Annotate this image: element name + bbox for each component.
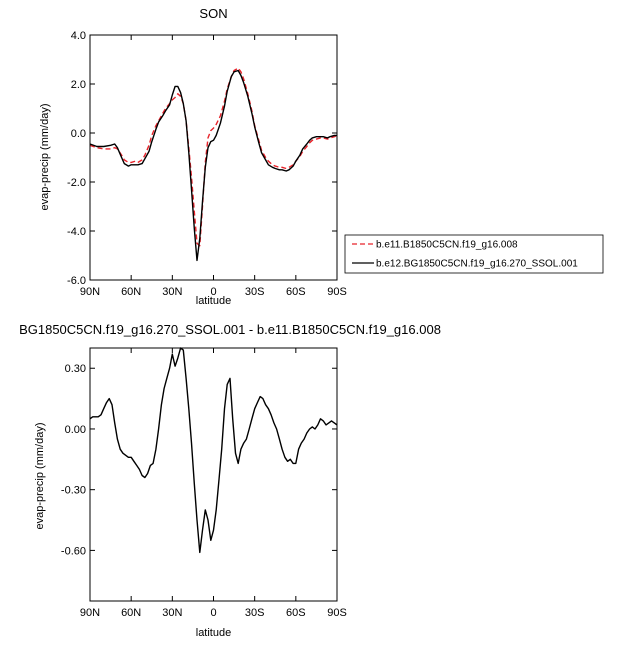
y-tick-label: -2.0: [67, 177, 86, 189]
y-tick-label: -6.0: [67, 275, 86, 287]
y-tick-label: -0.30: [61, 485, 86, 497]
y-tick-label: 0.30: [65, 363, 86, 375]
x-tick-label: 90N: [80, 607, 100, 619]
x-tick-label: 90S: [327, 607, 347, 619]
y-tick-label: 0.0: [71, 128, 86, 140]
top-series-lines: [89, 67, 338, 262]
legend-label-b-e11: b.e11.B1850C5CN.f19_g16.008: [376, 240, 518, 251]
x-tick-label: 30N: [162, 607, 182, 619]
bottom-plot-frame: [89, 347, 338, 602]
bottom-series-lines: [89, 347, 338, 554]
x-tick-label: 0: [210, 607, 216, 619]
series-line-b-e12: [89, 69, 337, 262]
top-chart-title: SON: [199, 6, 227, 21]
y-tick-label: 0.00: [65, 424, 86, 436]
bottom-panel: BG1850C5CN.f19_g16.270_SSOL.001 - b.e11.…: [19, 322, 441, 639]
x-tick-label: 0: [210, 286, 216, 298]
top-axis-ticks: 90N 60N 30N 0 30S 60S 90S 4.0 2.0 0.0 -2.0 -4.0 -6.0: [67, 30, 347, 298]
top-x-axis-label: latitude: [196, 295, 231, 307]
x-tick-label: 30S: [245, 607, 265, 619]
x-tick-label: 60S: [286, 607, 306, 619]
x-tick-label: 30N: [162, 286, 182, 298]
x-tick-label: 90N: [80, 286, 100, 298]
x-tick-label: 60N: [121, 607, 141, 619]
series-line-difference: [89, 347, 338, 554]
x-tick-label: 90S: [327, 286, 347, 298]
legend-box: [344, 234, 604, 274]
legend: b.e11.B1850C5CN.f19_g16.008 b.e12.BG1850…: [344, 234, 604, 274]
x-tick-label: 30S: [245, 286, 265, 298]
legend-label-b-e12: b.e12.BG1850C5CN.f19_g16.270_SSOL.001: [376, 259, 578, 270]
bottom-y-axis-label: evap-precip (mm/day): [34, 423, 46, 530]
bottom-chart-title: BG1850C5CN.f19_g16.270_SSOL.001 - b.e11.…: [19, 322, 441, 337]
top-panel: SON latitude evap-precip (mm/day) 90N 60N…: [39, 6, 347, 307]
y-tick-label: -4.0: [67, 226, 86, 238]
x-tick-label: 60S: [286, 286, 306, 298]
bottom-axis-ticks: 90N 60N 30N 0 30S 60S 90S 0.30 0.00 -0.30 -0.60: [61, 348, 347, 619]
y-tick-label: 4.0: [71, 30, 86, 42]
y-tick-label: -0.60: [61, 545, 86, 557]
x-tick-label: 60N: [121, 286, 141, 298]
top-y-axis-label: evap-precip (mm/day): [39, 104, 51, 211]
bottom-x-axis-label: latitude: [196, 627, 231, 639]
y-tick-label: 2.0: [71, 79, 86, 91]
top-plot-frame: [89, 34, 338, 281]
